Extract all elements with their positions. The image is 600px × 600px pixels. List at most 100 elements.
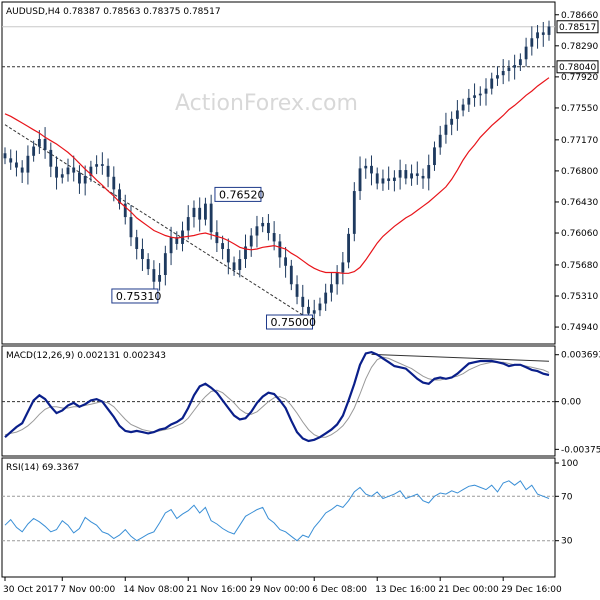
candle-body bbox=[398, 170, 402, 178]
candle-body bbox=[158, 275, 162, 282]
candle-body bbox=[410, 173, 413, 179]
candle-body bbox=[226, 248, 230, 263]
rsi-yticks: 100 70 30 bbox=[555, 459, 578, 547]
x-tick-label: 29 Nov 00:00 bbox=[249, 585, 310, 595]
rsi-ytick-label: 70 bbox=[561, 492, 573, 502]
candle-body bbox=[478, 93, 482, 96]
rsi-ytick-label: 100 bbox=[561, 459, 578, 469]
candle-body bbox=[507, 67, 511, 71]
candle-body bbox=[83, 175, 87, 184]
candle-body bbox=[221, 243, 225, 249]
candle-body bbox=[9, 158, 13, 163]
macd-panel-frame bbox=[1, 345, 556, 457]
watermark: ActionForex.com bbox=[175, 91, 358, 116]
candle-body bbox=[518, 59, 522, 66]
candle-body bbox=[261, 222, 265, 227]
candle-body bbox=[26, 155, 30, 173]
candle-body bbox=[289, 265, 293, 285]
resistance-price-box-label: 0.78040 bbox=[559, 63, 596, 73]
price-yticks: 0.78660 0.78290 0.77920 0.77550 0.77170 0.768… bbox=[555, 11, 598, 333]
moving-average-line bbox=[4, 77, 550, 274]
x-tick-label: 14 Nov 08:00 bbox=[123, 585, 184, 595]
candle-body bbox=[272, 233, 276, 242]
candle-body bbox=[15, 162, 18, 168]
candle-body bbox=[118, 189, 121, 204]
price-candles bbox=[3, 20, 551, 326]
annotation-box bbox=[265, 314, 313, 330]
candle-body bbox=[141, 248, 144, 260]
candle-body bbox=[484, 88, 488, 94]
price-ytick-label: 0.76800 bbox=[561, 167, 598, 177]
price-ytick-label: 0.77170 bbox=[561, 136, 598, 146]
candle-body bbox=[43, 139, 47, 150]
candle-body bbox=[204, 203, 207, 220]
candle-body bbox=[146, 259, 150, 270]
x-axis: 30 Oct 2017 7 Nov 00:00 14 Nov 08:00 21 Nov… bbox=[3, 577, 562, 595]
x-tick-label: 29 Dec 16:00 bbox=[501, 585, 562, 595]
price-ytick-label: 0.77550 bbox=[561, 104, 598, 114]
candle-body bbox=[547, 26, 551, 35]
candle-body bbox=[530, 38, 534, 47]
candle-body bbox=[335, 272, 339, 285]
candle-body bbox=[375, 173, 379, 184]
candle-body bbox=[473, 95, 476, 98]
candle-body bbox=[438, 134, 442, 148]
macd-trendline bbox=[371, 353, 550, 362]
price-panel-frame bbox=[1, 1, 556, 345]
price-annotations: 0.76520 0.75310 0.75000 bbox=[111, 186, 316, 330]
annotation-box bbox=[214, 186, 262, 202]
candle-body bbox=[329, 284, 333, 293]
candle-body bbox=[364, 165, 368, 169]
macd-ytick-label: 0.00 bbox=[561, 398, 581, 408]
candle-body bbox=[324, 292, 328, 304]
price-panel: AUDUSD,H4 0.78387 0.78563 0.78375 0.7851… bbox=[1, 1, 599, 345]
price-ytick-label: 0.75310 bbox=[561, 292, 598, 302]
price-ytick-label: 0.75680 bbox=[561, 261, 598, 271]
candle-body bbox=[186, 217, 190, 231]
price-ytick-label: 0.78290 bbox=[561, 42, 598, 52]
candle-body bbox=[49, 149, 53, 167]
candle-body bbox=[536, 32, 539, 39]
x-tick-label: 7 Nov 00:00 bbox=[60, 585, 115, 595]
candle-body bbox=[100, 164, 104, 166]
candle-body bbox=[135, 237, 139, 249]
candle-body bbox=[244, 246, 247, 260]
candle-body bbox=[278, 241, 282, 258]
candle-body bbox=[72, 167, 76, 173]
candle-body bbox=[352, 191, 356, 234]
candle-body bbox=[404, 170, 408, 179]
macd-ytick-label: 0.003693 bbox=[561, 351, 600, 361]
rsi-ytick-label: 30 bbox=[561, 537, 573, 547]
candle-body bbox=[95, 164, 99, 167]
candle-body bbox=[381, 178, 385, 184]
price-ytick-label: 0.78660 bbox=[561, 11, 598, 21]
price-header: AUDUSD,H4 0.78387 0.78563 0.78375 0.7851… bbox=[6, 7, 221, 17]
rsi-header: RSI(14) 69.3367 bbox=[6, 463, 79, 473]
candle-body bbox=[169, 237, 173, 254]
candle-body bbox=[427, 165, 431, 179]
macd-line bbox=[4, 350, 550, 443]
candle-body bbox=[496, 75, 499, 79]
candle-body bbox=[20, 167, 24, 173]
candle-body bbox=[450, 118, 454, 125]
price-boxes: 0.78517 0.78040 bbox=[556, 20, 599, 74]
candle-body bbox=[358, 168, 362, 192]
candle-body bbox=[415, 173, 419, 176]
candle-body bbox=[461, 104, 465, 111]
candle-body bbox=[66, 167, 70, 175]
macd-header: MACD(12,26,9) 0.002131 0.002343 bbox=[6, 351, 166, 361]
x-tick-label: 6 Dec 08:00 bbox=[312, 585, 367, 595]
current-price-box bbox=[556, 20, 599, 34]
rsi-panel: RSI(14) 69.3367 100 70 30 bbox=[1, 457, 578, 578]
candle-body bbox=[123, 203, 127, 218]
candle-body bbox=[541, 32, 545, 35]
candle-body bbox=[341, 262, 345, 273]
candle-body bbox=[301, 296, 305, 307]
candle-body bbox=[55, 166, 58, 178]
annotation-label: 0.75310 bbox=[116, 290, 162, 303]
candle-body bbox=[524, 46, 528, 60]
candle-body bbox=[318, 303, 322, 311]
candle-body bbox=[266, 222, 270, 234]
candle-body bbox=[78, 172, 81, 184]
